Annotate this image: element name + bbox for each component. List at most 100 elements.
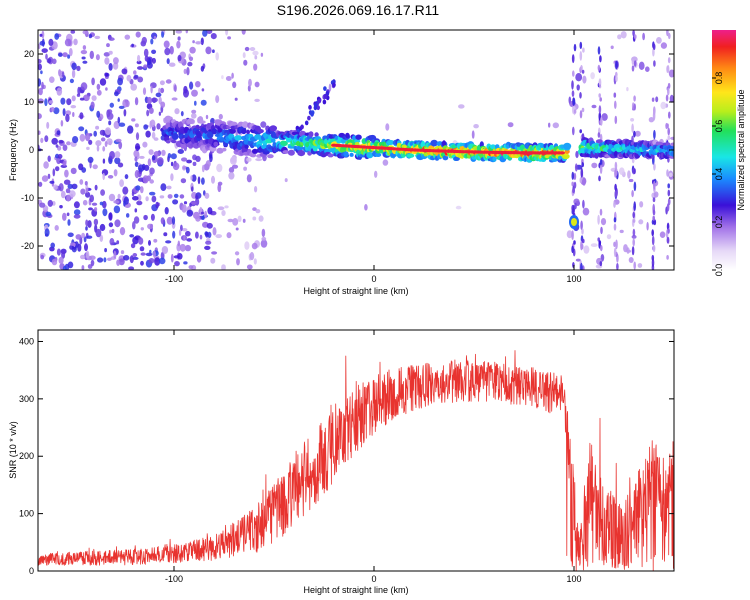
noise-blob — [44, 228, 50, 237]
noise-blob — [77, 86, 81, 95]
noise-blob — [88, 207, 93, 211]
noise-blob — [38, 58, 42, 64]
noise-blob — [221, 75, 224, 80]
figure-title: S196.2026.069.16.17.R11 — [277, 2, 440, 18]
noise-blob — [143, 64, 148, 69]
streak-blob — [631, 190, 634, 198]
ridge-blob — [420, 140, 426, 148]
noise-blob — [591, 104, 597, 109]
streak-blob — [631, 123, 634, 133]
noise-blob — [153, 238, 158, 243]
noise-blob — [123, 254, 130, 261]
streak-blob — [652, 197, 656, 203]
noise-blob — [172, 230, 176, 239]
streak-blob — [652, 43, 656, 50]
noise-blob — [628, 257, 634, 263]
noise-blob — [177, 240, 180, 247]
noise-blob — [94, 35, 101, 40]
noise-blob — [606, 234, 612, 240]
branch-blob — [322, 99, 327, 105]
noise-blob — [194, 100, 197, 106]
noise-blob — [102, 172, 105, 181]
noise-blob — [54, 33, 60, 40]
noise-blob — [212, 227, 217, 236]
noise-blob — [207, 207, 213, 215]
noise-blob — [67, 219, 71, 226]
noise-blob — [72, 112, 75, 117]
noise-blob — [473, 124, 479, 129]
streak-blob — [579, 110, 583, 119]
noise-blob — [141, 36, 147, 45]
noise-blob — [252, 216, 257, 221]
noise-blob — [180, 111, 184, 117]
noise-blob — [102, 158, 106, 164]
noise-blob — [140, 260, 144, 266]
noise-blob — [60, 97, 66, 105]
noise-blob — [201, 88, 205, 92]
noise-blob — [668, 69, 674, 78]
snr-xlabel: Height of straight line (km) — [303, 585, 408, 595]
noise-blob — [160, 87, 165, 94]
noise-blob — [114, 219, 121, 228]
ridge-blob — [246, 129, 250, 135]
streak-blob — [652, 215, 655, 221]
streak-blob — [631, 65, 635, 72]
noise-blob — [44, 135, 49, 143]
noise-blob — [639, 201, 644, 208]
streak-blob — [571, 90, 575, 97]
noise-blob — [148, 258, 155, 264]
ridge-blob — [354, 139, 361, 144]
streak-blob — [580, 262, 583, 270]
noise-blob — [200, 65, 205, 72]
noise-blob — [99, 78, 107, 86]
ridge-blob — [171, 133, 179, 140]
ridge-blob — [375, 152, 382, 157]
noise-blob — [135, 143, 140, 152]
ridge-blob — [186, 118, 195, 125]
streak-blob — [614, 115, 618, 125]
noise-blob — [610, 45, 614, 50]
noise-blob — [75, 234, 82, 240]
noise-blob — [670, 136, 674, 140]
noise-blob — [137, 54, 141, 62]
noise-blob — [107, 175, 114, 179]
noise-blob — [89, 50, 95, 60]
ridge-blob — [244, 144, 249, 149]
noise-blob — [659, 231, 666, 238]
noise-blob — [108, 120, 112, 126]
noise-blob — [53, 107, 60, 115]
noise-blob — [191, 113, 197, 119]
streak-blob — [632, 228, 636, 237]
noise-blob — [161, 31, 165, 38]
noise-blob — [91, 95, 97, 101]
noise-blob — [221, 210, 226, 216]
noise-blob — [177, 252, 183, 260]
ridge-blob — [563, 142, 572, 150]
noise-blob — [41, 48, 48, 53]
streak-blob — [666, 255, 669, 260]
streak-blob — [572, 126, 575, 136]
noise-blob — [179, 243, 186, 252]
noise-blob — [590, 243, 598, 248]
noise-blob — [200, 37, 204, 46]
streak-blob — [633, 103, 636, 111]
streak-blob — [667, 57, 671, 64]
noise-blob — [231, 72, 234, 79]
noise-blob — [204, 210, 208, 219]
noise-blob — [92, 164, 98, 170]
noise-blob — [135, 31, 141, 38]
streak-blob — [652, 47, 655, 57]
noise-blob — [160, 101, 166, 108]
noise-blob — [79, 97, 85, 101]
streak-blob — [633, 168, 636, 175]
noise-blob — [374, 170, 378, 178]
noise-blob — [164, 47, 171, 56]
noise-blob — [197, 176, 201, 185]
noise-blob — [83, 236, 87, 243]
streak-blob — [600, 226, 603, 235]
streak-blob — [613, 201, 616, 208]
noise-blob — [126, 74, 132, 82]
noise-blob — [255, 158, 263, 162]
streak-blob — [600, 245, 603, 252]
noise-blob — [70, 167, 77, 175]
